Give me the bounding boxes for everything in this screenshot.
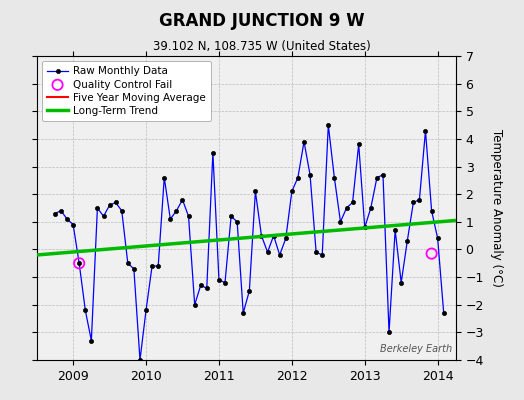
Quality Control Fail [428, 250, 436, 257]
Raw Monthly Data [441, 311, 447, 316]
Y-axis label: Temperature Anomaly (°C): Temperature Anomaly (°C) [490, 129, 504, 287]
Raw Monthly Data [52, 211, 58, 216]
Raw Monthly Data [429, 208, 435, 213]
Raw Monthly Data [258, 233, 265, 238]
Raw Monthly Data [222, 280, 228, 285]
Legend: Raw Monthly Data, Quality Control Fail, Five Year Moving Average, Long-Term Tren: Raw Monthly Data, Quality Control Fail, … [42, 61, 211, 121]
Raw Monthly Data [173, 208, 180, 213]
Text: Berkeley Earth: Berkeley Earth [379, 344, 452, 354]
Quality Control Fail [75, 260, 83, 266]
Raw Monthly Data [398, 280, 405, 285]
Raw Monthly Data [137, 358, 143, 362]
Raw Monthly Data [325, 123, 332, 128]
Text: GRAND JUNCTION 9 W: GRAND JUNCTION 9 W [159, 12, 365, 30]
Text: 39.102 N, 108.735 W (United States): 39.102 N, 108.735 W (United States) [153, 40, 371, 53]
Raw Monthly Data [149, 264, 155, 268]
Line: Raw Monthly Data: Raw Monthly Data [53, 123, 446, 362]
